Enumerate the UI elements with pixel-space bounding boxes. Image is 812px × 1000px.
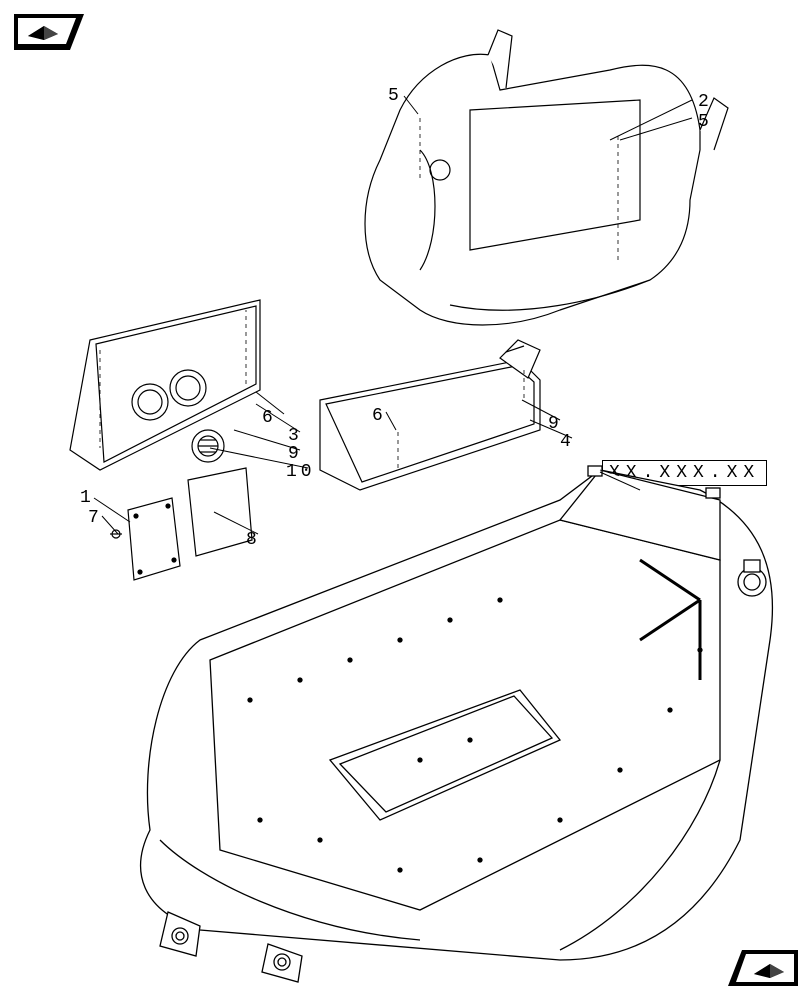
part-left-trim bbox=[70, 300, 260, 470]
exploded-diagram bbox=[0, 0, 812, 1000]
callout-c2: 2 bbox=[698, 92, 713, 112]
callout-c9b: 9 bbox=[548, 414, 563, 434]
callout-c6a: 6 bbox=[262, 408, 277, 428]
part-cover-plate bbox=[110, 468, 252, 580]
callout-c10: 10 bbox=[286, 462, 316, 482]
part-right-trim bbox=[320, 340, 540, 490]
callout-c5a: 5 bbox=[388, 86, 403, 106]
callout-c8: 8 bbox=[246, 530, 261, 550]
callout-c6b: 6 bbox=[372, 406, 387, 426]
callout-c1: 1 bbox=[80, 488, 95, 508]
callout-c9a: 9 bbox=[288, 444, 303, 464]
callout-c7: 7 bbox=[88, 508, 103, 528]
callout-c3: 3 bbox=[288, 426, 303, 446]
part-floor-pan bbox=[141, 466, 773, 982]
callout-c4: 4 bbox=[560, 432, 575, 452]
part-back-panel bbox=[365, 30, 728, 325]
callout-c5b: 5 bbox=[698, 112, 713, 132]
